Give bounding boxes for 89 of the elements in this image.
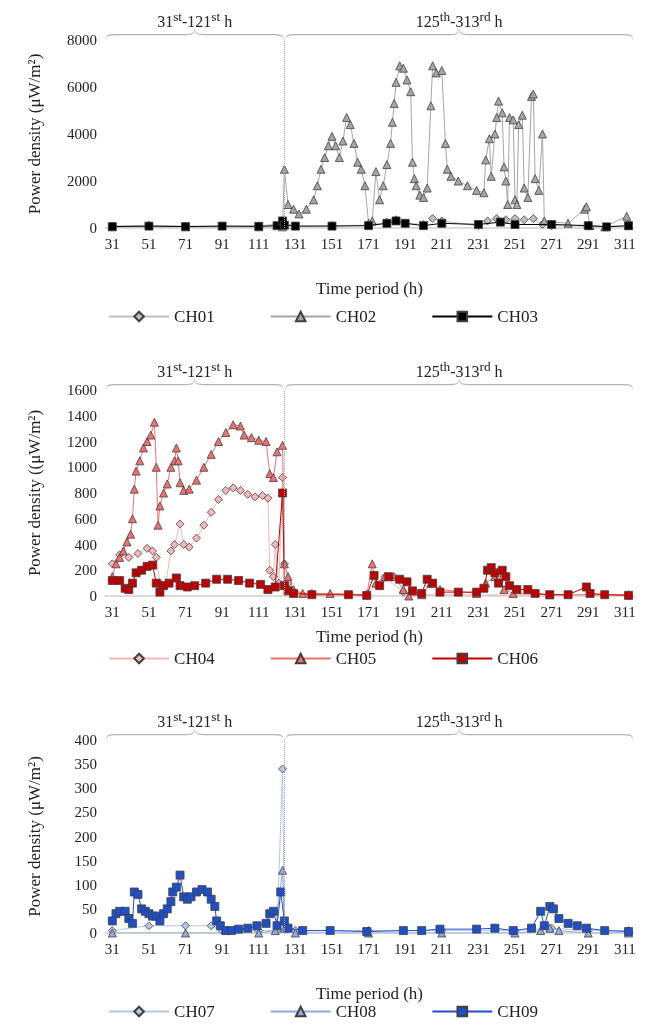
- x-tick-label: 171: [357, 603, 380, 620]
- x-tick-label: 51: [141, 235, 157, 252]
- x-tick-label: 191: [393, 603, 417, 620]
- y-tick-label: 0: [89, 925, 97, 941]
- x-tick-label: 71: [178, 603, 194, 620]
- x-tick-label: 71: [178, 940, 194, 957]
- x-tick-label: 191: [393, 235, 417, 252]
- y-tick-label: 1400: [67, 407, 97, 424]
- x-tick-label: 291: [576, 940, 600, 957]
- legend-label: CH08: [335, 1002, 377, 1021]
- text: 125$^{th}$-313$^{rd}$ h: [414, 708, 504, 732]
- legend-label: CH05: [335, 649, 377, 668]
- x-tick-label: 211: [430, 235, 453, 252]
- x-tick-label: 111: [248, 603, 270, 620]
- y-tick-label: 150: [74, 852, 97, 869]
- x-tick-label: 171: [357, 235, 380, 252]
- x-tick-label: 111: [248, 940, 270, 957]
- x-axis-title: Time period (h): [315, 627, 424, 646]
- y-tick-label: 2000: [67, 173, 97, 189]
- legend-label: CH07: [174, 1002, 216, 1021]
- x-tick-label: 51: [141, 603, 157, 620]
- y-tick-label: 200: [74, 562, 97, 579]
- y-tick-label: 300: [74, 780, 97, 797]
- y-tick-label: 6000: [67, 79, 97, 95]
- x-tick-label: 151: [320, 235, 344, 252]
- y-axis-title: Power density (μW/m²): [25, 53, 44, 215]
- x-tick-label: 31: [104, 940, 120, 957]
- y-tick-label: 4000: [67, 126, 97, 142]
- y-axis-title: Power density (μW/m²): [25, 756, 44, 917]
- x-tick-label: 311: [613, 603, 636, 620]
- y-tick-label: 250: [74, 804, 97, 821]
- x-tick-label: 151: [320, 603, 344, 620]
- x-tick-label: 171: [357, 940, 380, 957]
- x-tick-label: 251: [503, 940, 527, 957]
- y-tick-label: 0: [89, 220, 97, 236]
- text: 31$^{st}$-121$^{st}$ h: [156, 8, 234, 32]
- text: 125$^{th}$-313$^{rd}$ h: [414, 358, 504, 382]
- x-tick-label: 211: [430, 603, 453, 620]
- x-tick-label: 251: [503, 235, 527, 252]
- x-tick-label: 91: [214, 235, 230, 252]
- x-tick-label: 131: [284, 235, 307, 252]
- text: 31$^{st}$-121$^{st}$ h: [156, 708, 234, 732]
- x-tick-label: 51: [141, 940, 157, 957]
- x-tick-label: 111: [248, 235, 270, 252]
- x-tick-label: 151: [320, 940, 344, 957]
- y-axis-title: Power density ((μW/m²): [25, 409, 44, 577]
- legend-label: CH01: [174, 307, 215, 326]
- x-tick-label: 271: [540, 235, 563, 252]
- y-tick-label: 400: [74, 536, 97, 553]
- y-tick-label: 100: [74, 876, 97, 893]
- legend-label: CH03: [497, 307, 538, 326]
- x-tick-label: 231: [467, 940, 490, 957]
- legend-label: CH06: [497, 649, 538, 668]
- y-tick-label: 1600: [67, 382, 97, 398]
- x-tick-label: 91: [214, 940, 230, 957]
- x-tick-label: 231: [467, 235, 490, 252]
- y-tick-label: 200: [74, 828, 97, 845]
- x-tick-label: 131: [284, 940, 307, 957]
- y-tick-label: 600: [74, 510, 97, 527]
- y-tick-label: 1200: [67, 433, 97, 450]
- legend-label: CH02: [335, 307, 377, 326]
- y-tick-label: 400: [74, 732, 97, 748]
- x-tick-label: 71: [178, 235, 194, 252]
- y-tick-label: 8000: [67, 32, 97, 48]
- x-tick-label: 271: [540, 940, 563, 957]
- x-tick-label: 291: [576, 603, 600, 620]
- x-tick-label: 291: [576, 235, 600, 252]
- x-tick-label: 31: [104, 603, 120, 620]
- x-tick-label: 91: [214, 603, 230, 620]
- x-tick-label: 311: [613, 235, 636, 252]
- x-tick-label: 131: [284, 603, 307, 620]
- y-tick-label: 800: [74, 485, 97, 501]
- y-tick-label: 50: [82, 900, 97, 917]
- x-tick-label: 31: [104, 235, 120, 252]
- text: 125$^{th}$-313$^{rd}$ h: [414, 8, 504, 32]
- x-tick-label: 191: [393, 940, 417, 957]
- y-tick-label: 0: [89, 588, 97, 604]
- x-tick-label: 231: [467, 603, 490, 620]
- text: 31$^{st}$-121$^{st}$ h: [156, 358, 234, 382]
- x-tick-label: 271: [540, 603, 563, 620]
- x-axis-title: Time period (h): [315, 279, 424, 298]
- legend-label: CH04: [174, 649, 216, 668]
- x-tick-label: 211: [430, 940, 453, 957]
- legend-label: CH09: [497, 1002, 538, 1021]
- x-tick-label: 251: [503, 603, 527, 620]
- x-tick-label: 311: [613, 940, 636, 957]
- y-tick-label: 350: [74, 756, 97, 773]
- x-axis-title: Time period (h): [315, 984, 424, 1003]
- y-tick-label: 1000: [67, 459, 97, 476]
